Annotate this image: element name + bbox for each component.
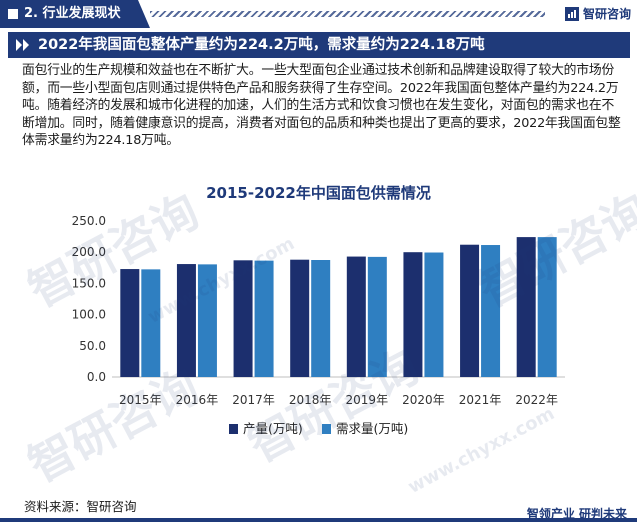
y-tick-label: 50.0	[79, 339, 106, 353]
y-tick-label: 150.0	[72, 276, 106, 290]
y-tick-label: 200.0	[72, 245, 106, 259]
bar-demand	[537, 237, 557, 377]
bar-demand	[254, 260, 274, 377]
bar-production	[460, 244, 480, 377]
bar-demand	[481, 245, 501, 377]
bar-production	[516, 237, 536, 377]
bar-demand	[197, 264, 217, 377]
bar-production	[176, 264, 196, 377]
chart-title: 2015-2022年中国面包供需情况	[206, 184, 431, 202]
section-tab: 2. 行业发展现状	[0, 0, 150, 28]
brand-header: 智研咨询	[564, 5, 631, 23]
x-tick-label: 2022年	[515, 393, 558, 407]
bar-production	[233, 260, 253, 377]
footer-brand-line: 智领产业 研判未来	[526, 507, 627, 521]
source-note: 资料来源：智研咨询	[24, 499, 137, 514]
x-tick-label: 2020年	[402, 393, 445, 407]
brand-logo-icon	[564, 7, 579, 21]
x-tick-label: 2015年	[119, 393, 162, 407]
bar-demand	[141, 269, 161, 377]
x-tick-label: 2016年	[176, 393, 219, 407]
bar-production	[346, 256, 366, 377]
legend-label: 产量(万吨)	[243, 421, 303, 436]
bar-demand	[424, 252, 444, 377]
description-paragraph: 面包行业的生产规模和效益也在不断扩大。一些大型面包企业通过技术创新和品牌建设取得…	[22, 63, 621, 149]
x-tick-label: 2019年	[346, 393, 389, 407]
headline-bar: 2022年我国面包整体产量约为224.2万吨，需求量约为224.18万吨	[8, 32, 630, 58]
bar-demand	[311, 260, 331, 377]
decorative-stripes	[150, 11, 545, 17]
bar-demand	[367, 256, 387, 377]
legend-swatch	[229, 424, 238, 434]
footer-rule	[0, 518, 637, 522]
x-tick-label: 2021年	[459, 393, 502, 407]
headline-text: 2022年我国面包整体产量约为224.2万吨，需求量约为224.18万吨	[38, 37, 485, 53]
bar-production	[120, 269, 140, 377]
y-tick-label: 0.0	[87, 370, 106, 384]
square-bullet-icon	[8, 9, 18, 19]
x-tick-label: 2017年	[232, 393, 275, 407]
top-bar: 2. 行业发展现状 智研咨询	[0, 0, 637, 28]
y-tick-label: 250.0	[72, 214, 106, 228]
bar-production	[290, 259, 310, 377]
y-tick-label: 100.0	[72, 308, 106, 322]
legend-swatch	[322, 424, 331, 434]
supply-demand-bar-chart: 0.0 50.0 100.0 150.0 200.0 250.0 2015年 2016年 201…	[72, 214, 565, 436]
legend-label: 需求量(万吨)	[336, 421, 408, 436]
section-label: 2. 行业发展现状	[24, 6, 121, 21]
x-tick-label: 2018年	[289, 393, 332, 407]
brand-name: 智研咨询	[582, 7, 631, 21]
bar-production	[403, 252, 423, 377]
double-chevron-icon	[16, 39, 29, 51]
